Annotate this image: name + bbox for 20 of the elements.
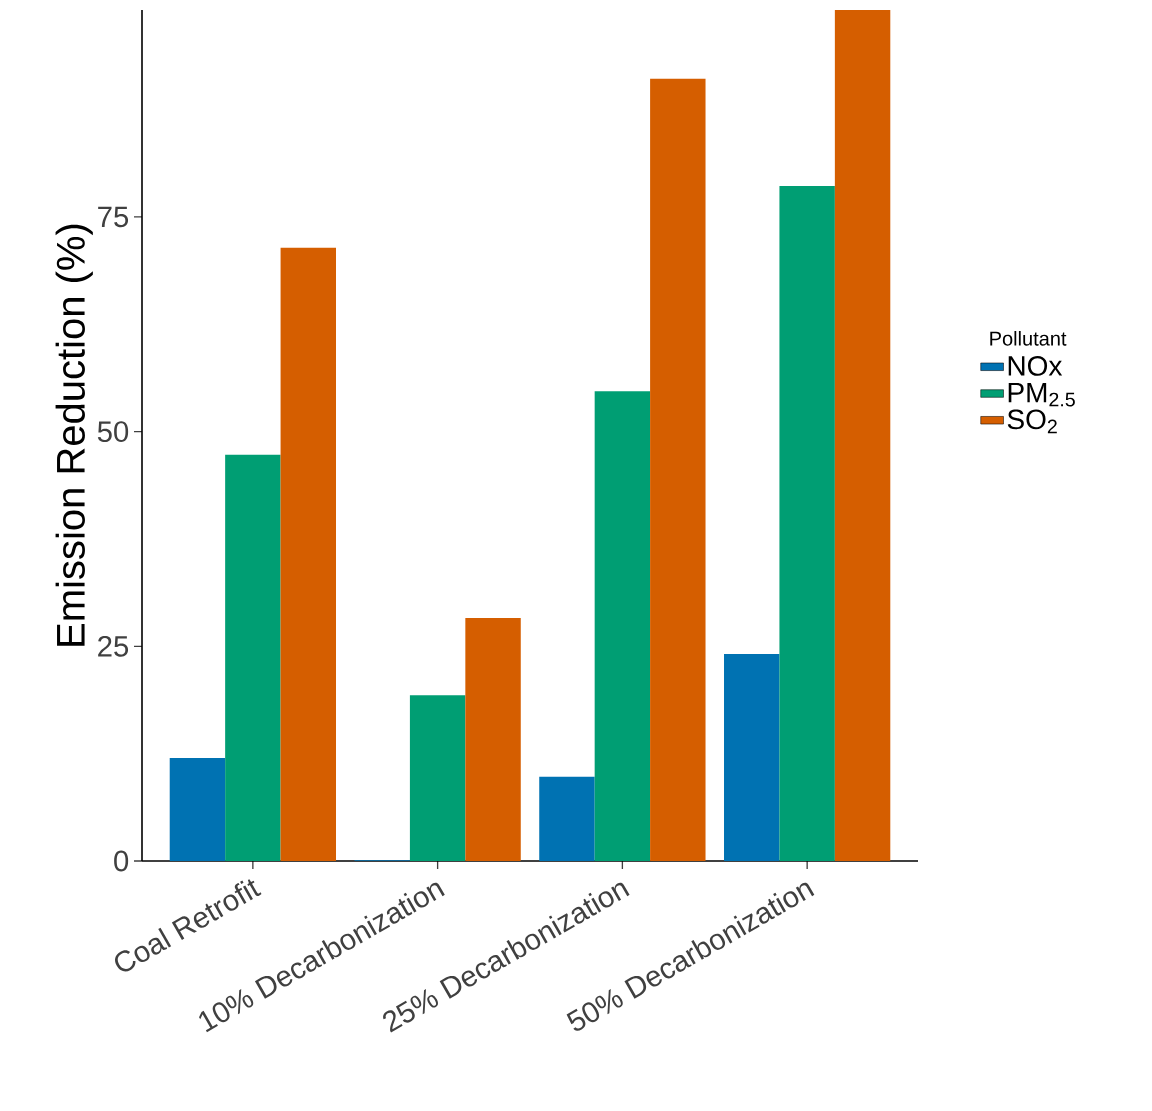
bar: [280, 247, 336, 862]
bar: [834, 10, 891, 862]
y-tick-label: 75: [98, 206, 129, 228]
bar: [779, 186, 835, 862]
bar: [539, 776, 595, 862]
bar: [465, 617, 521, 862]
y-axis-title: Emission Reduction (%): [55, 224, 93, 646]
bar: [409, 695, 466, 862]
bar: [169, 757, 226, 862]
legend-label: NOx: [1008, 356, 1063, 376]
bar: [724, 654, 780, 862]
y-tick-label: 50: [97, 421, 129, 443]
bar: [594, 391, 651, 862]
legend-label: SO$_{2}$: [1007, 409, 1057, 434]
y-tick-label: 25: [98, 635, 129, 657]
legend-label: PM$_{2.5}$: [1008, 382, 1075, 407]
bar: [225, 454, 281, 862]
y-tick-label: 0: [114, 850, 129, 872]
bar: [650, 78, 706, 862]
legend-title: Pollutant: [990, 331, 1067, 346]
